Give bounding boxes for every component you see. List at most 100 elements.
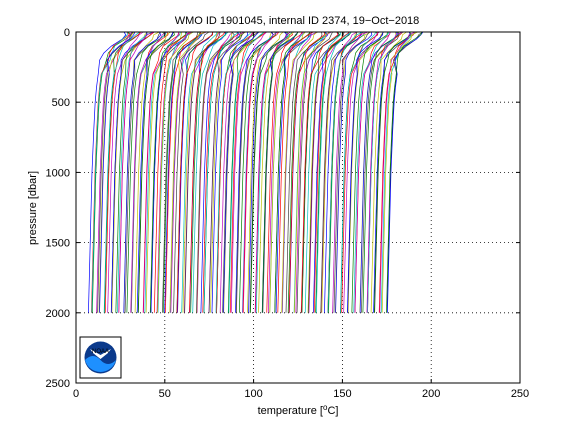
profile-line: [333, 31, 370, 313]
profile-line: [222, 31, 260, 313]
chart-title: WMO ID 1901045, internal ID 2374, 19−Oct…: [175, 15, 420, 27]
profile-line: [165, 31, 202, 313]
profile-line: [315, 31, 352, 313]
profile-line: [258, 31, 295, 313]
profile-line: [293, 31, 330, 313]
profile-line: [137, 31, 175, 313]
profile-line: [164, 31, 203, 313]
profile-line: [343, 31, 380, 313]
profile-line: [208, 31, 245, 313]
profile-line: [103, 31, 140, 313]
profile-line: [296, 31, 333, 313]
profile-line: [335, 31, 373, 313]
profile-line: [169, 31, 206, 313]
profile-line: [281, 31, 318, 313]
profile-line: [367, 31, 404, 313]
profile-line: [134, 31, 171, 313]
profile-line: [366, 31, 403, 313]
profile-line: [156, 31, 193, 313]
profile-line: [378, 31, 416, 313]
profile-line: [255, 31, 293, 313]
profile-line: [210, 31, 247, 313]
profile-line: [304, 31, 342, 313]
profile-line: [332, 31, 369, 313]
profile-line: [301, 31, 341, 313]
y-tick-label: 2000: [46, 308, 70, 320]
profile-line: [107, 31, 144, 313]
x-axis-label: temperature [oC]: [258, 403, 339, 417]
profile-line: [268, 31, 305, 313]
profile-line: [327, 31, 364, 313]
profile-lines: [88, 31, 424, 313]
profile-line: [247, 31, 284, 313]
profile-line: [115, 31, 152, 313]
profile-line: [130, 31, 167, 313]
x-tick-label: 100: [244, 388, 262, 400]
profile-line: [324, 31, 362, 313]
profile-line: [347, 31, 384, 313]
profile-line: [182, 31, 219, 313]
profile-line: [308, 31, 345, 313]
svg-text:NOAA: NOAA: [92, 349, 109, 355]
profile-line: [361, 31, 400, 313]
profile-line: [203, 31, 240, 313]
profile-line: [300, 31, 339, 313]
profile-line: [143, 31, 180, 313]
profile-line: [91, 31, 128, 313]
profile-line: [313, 31, 350, 313]
profile-line: [189, 31, 226, 313]
profile-line: [177, 31, 214, 313]
x-tick-label: 0: [73, 388, 79, 400]
profile-line: [219, 31, 256, 313]
x-tick-label: 250: [511, 388, 529, 400]
profile-line: [176, 31, 213, 313]
y-tick-label: 2500: [46, 378, 70, 390]
profile-line: [153, 31, 191, 313]
profile-line: [104, 31, 142, 313]
profile-line: [118, 31, 155, 313]
profile-line: [117, 31, 154, 313]
y-tick-label: 1500: [46, 238, 70, 250]
profile-line: [162, 31, 199, 313]
profile-line: [239, 31, 277, 313]
profile-line: [173, 31, 210, 313]
profile-line: [216, 31, 253, 313]
profile-line: [97, 31, 134, 313]
profile-line: [353, 31, 390, 313]
profile-line: [169, 31, 206, 313]
profile-line: [162, 31, 201, 313]
profile-line: [196, 31, 235, 313]
profile-line: [149, 31, 187, 313]
profile-line: [277, 31, 314, 313]
profile-line: [261, 31, 299, 313]
profile-line: [202, 31, 239, 313]
x-tick-label: 50: [159, 388, 171, 400]
profile-line: [254, 31, 291, 313]
profile-line: [380, 31, 417, 313]
profile-line: [315, 31, 352, 313]
profile-line: [170, 31, 207, 313]
profile-line: [110, 31, 148, 313]
profile-line: [370, 31, 407, 313]
profile-line: [184, 31, 221, 313]
y-tick-label: 1000: [46, 167, 70, 179]
profile-line: [192, 31, 229, 313]
profile-line: [387, 31, 424, 313]
profile-line: [386, 31, 423, 313]
profile-line: [130, 31, 167, 313]
profile-line: [320, 31, 358, 313]
profile-line: [340, 31, 377, 313]
noaa-logo: NOAA: [79, 336, 122, 379]
x-tick-label: 150: [333, 388, 351, 400]
profile-line: [123, 31, 162, 313]
y-axis-label: pressure [dbar]: [27, 171, 39, 245]
profile-line: [288, 31, 325, 313]
profile-line: [157, 31, 194, 313]
axes-box: [75, 31, 521, 384]
profile-line: [242, 31, 279, 313]
grid: [76, 32, 520, 383]
profile-line: [294, 31, 331, 313]
